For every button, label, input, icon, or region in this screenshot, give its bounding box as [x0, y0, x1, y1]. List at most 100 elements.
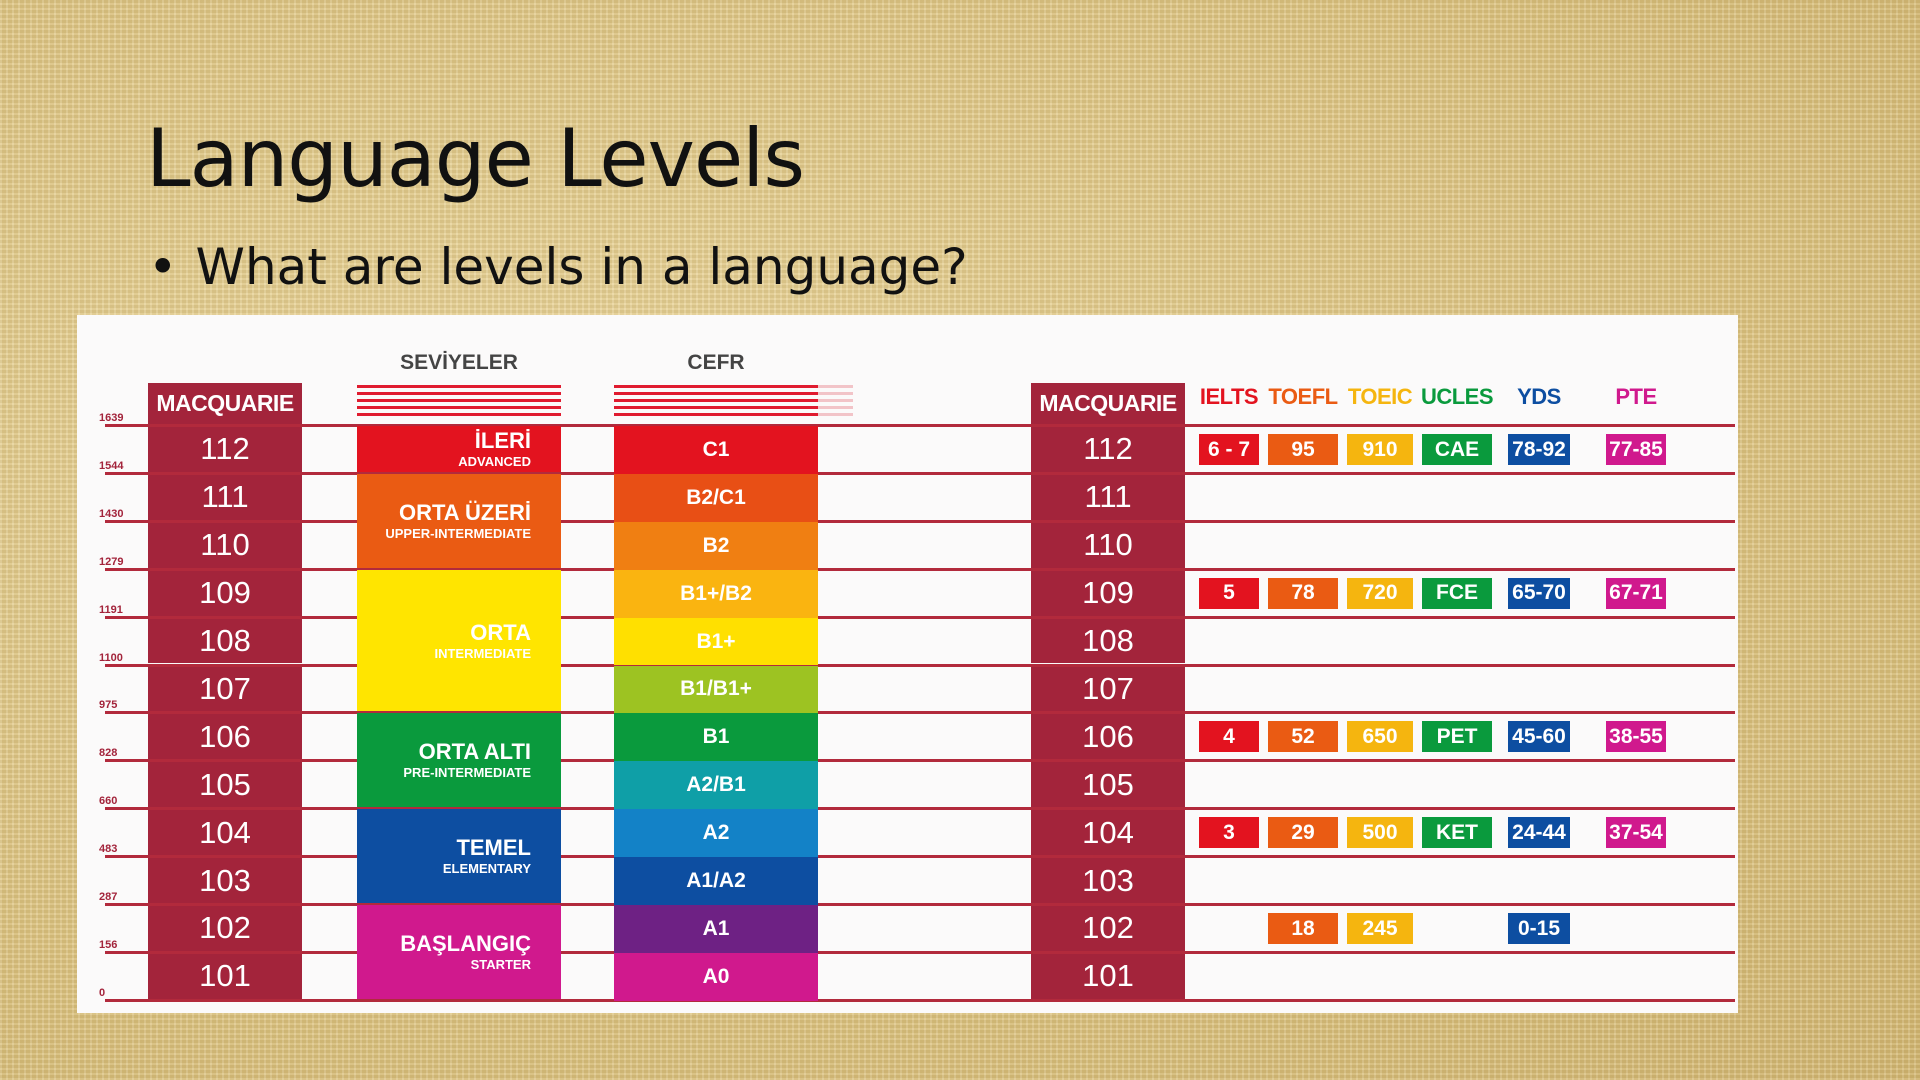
exam-score: 650: [1347, 721, 1413, 753]
level-name: TEMEL: [456, 835, 531, 861]
exam-header: UCLES: [1420, 384, 1494, 409]
exam-score: FCE: [1422, 577, 1492, 609]
macquarie-level-right: 101: [1031, 953, 1185, 999]
row-divider: [105, 471, 1735, 475]
scale-value: 1639: [99, 412, 124, 424]
row-divider: [105, 711, 1735, 715]
macquarie-level-left: 102: [148, 906, 302, 951]
exam-score: 6 - 7: [1199, 434, 1259, 465]
exam-score: 52: [1268, 721, 1338, 753]
macquarie-level-right: 112: [1031, 427, 1185, 472]
bullet-dot: •: [148, 238, 178, 296]
macquarie-level-right: 102: [1031, 906, 1185, 951]
scale-value: 975: [99, 699, 118, 712]
exam-score: PET: [1422, 721, 1492, 753]
cefr-cell: A1: [614, 905, 818, 953]
exam-score: CAE: [1422, 434, 1492, 465]
exam-header: TOEFL: [1268, 384, 1338, 409]
macquarie-level-right: 111: [1031, 474, 1185, 520]
row-divider: [105, 567, 1735, 571]
cefr-cell: B1/B1+: [614, 665, 818, 714]
cefr-cell: A0: [614, 952, 818, 1001]
header-stripe-faint: [818, 406, 853, 409]
header-stripe-faint: [818, 392, 853, 395]
level-block: BAŞLANGIÇ STARTER: [357, 905, 561, 999]
seviyeler-header: SEVİYELER: [400, 351, 518, 374]
header-stripe: [614, 413, 818, 416]
macquarie-level-right: 106: [1031, 714, 1185, 760]
exam-score: 29: [1268, 817, 1338, 849]
exam-score: 910: [1347, 434, 1413, 465]
cefr-cell: B2: [614, 521, 818, 570]
cefr-cell: A2/B1: [614, 761, 818, 810]
scale-value: 287: [99, 891, 118, 903]
bullet-text: What are levels in a language?: [195, 238, 968, 296]
exam-header: TOEIC: [1347, 384, 1413, 409]
scale-value: 156: [99, 938, 118, 951]
scale-value: 1430: [99, 507, 124, 520]
header-stripe: [357, 406, 561, 409]
exam-header: PTE: [1615, 384, 1657, 409]
levels-chart-image: MACQUARIE MACQUARIE 112 112 111 111 110 110 109 1…: [77, 315, 1738, 1013]
macquarie-level-left: 104: [148, 810, 302, 856]
macquarie-level-right: 109: [1031, 570, 1185, 616]
macquarie-level-right: 110: [1031, 522, 1185, 568]
macquarie-level-left: 110: [148, 522, 302, 568]
exam-score: 0-15: [1508, 913, 1570, 944]
exam-score: 65-70: [1508, 577, 1570, 609]
cefr-cell: A2: [614, 809, 818, 858]
exam-score: 245: [1347, 913, 1413, 944]
level-block: TEMEL ELEMENTARY: [357, 809, 561, 903]
exam-score: 45-60: [1508, 721, 1570, 753]
macquarie-level-right: 104: [1031, 810, 1185, 856]
cefr-cell: B1+/B2: [614, 569, 818, 618]
level-name: İLERİ: [474, 427, 531, 453]
exam-header: YDS: [1517, 384, 1561, 409]
exam-score: 24-44: [1508, 817, 1570, 849]
header-stripe: [614, 385, 818, 388]
row-divider: [105, 998, 1735, 1002]
scale-value: 660: [99, 795, 118, 808]
exam-score: 3: [1199, 817, 1259, 849]
cefr-cell: B1: [614, 713, 818, 762]
cefr-cell: A1/A2: [614, 857, 818, 905]
macquarie-level-left: 108: [148, 618, 302, 664]
cefr-cell: B1+: [614, 617, 818, 666]
header-stripe: [614, 392, 818, 395]
exam-score: 500: [1347, 817, 1413, 849]
header-stripe: [357, 392, 561, 395]
scale-value: 1544: [99, 459, 124, 472]
row-divider: [105, 807, 1735, 811]
scale-value: 1279: [99, 555, 124, 568]
level-subtitle: ADVANCED: [458, 453, 531, 469]
header-stripe: [614, 399, 818, 402]
level-subtitle: INTERMEDIATE: [434, 645, 531, 661]
exam-score: 720: [1347, 577, 1413, 609]
macquarie-level-left: 105: [148, 762, 302, 808]
cefr-cell: B2/C1: [614, 473, 818, 522]
exam-score: 18: [1268, 913, 1338, 944]
level-name: ORTA: [470, 619, 531, 645]
macquarie-level-left: 111: [148, 474, 302, 520]
scale-value: 1100: [99, 651, 123, 664]
header-stripe-faint: [818, 399, 853, 402]
macquarie-header-left: MACQUARIE: [148, 383, 302, 424]
level-block: ORTA ALTI PRE-INTERMEDIATE: [357, 713, 561, 808]
header-stripe-faint: [818, 413, 853, 416]
row-divider: [105, 519, 1735, 523]
exam-score: 38-55: [1606, 721, 1666, 753]
level-subtitle: ELEMENTARY: [442, 861, 531, 877]
level-subtitle: UPPER-INTERMEDIATE: [385, 525, 531, 541]
macquarie-level-right: 103: [1031, 858, 1185, 903]
row-divider: [105, 855, 1735, 859]
macquarie-level-left: 109: [148, 570, 302, 616]
row-divider: [105, 424, 1735, 427]
scale-value: 483: [99, 843, 118, 856]
exam-header: IELTS: [1199, 384, 1259, 409]
macquarie-level-left: 112: [148, 427, 302, 472]
exam-score: 37-54: [1606, 817, 1666, 849]
bullet-item: • What are levels in a language?: [148, 238, 968, 296]
level-block: İLERİ ADVANCED: [357, 426, 561, 472]
exam-score: 67-71: [1606, 577, 1666, 609]
macquarie-level-left: 106: [148, 714, 302, 760]
